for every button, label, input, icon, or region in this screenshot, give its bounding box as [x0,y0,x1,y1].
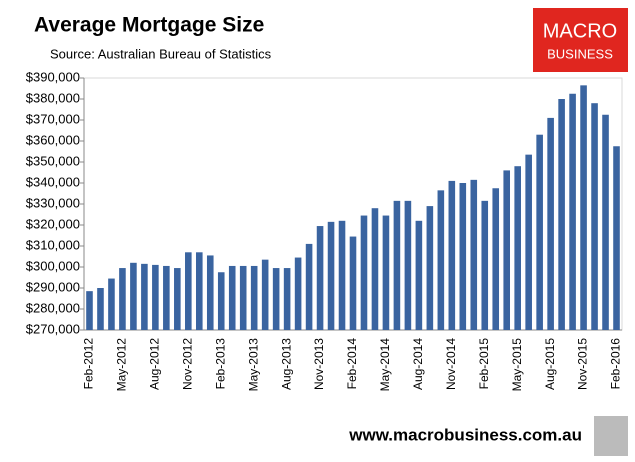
y-tick-label: $370,000 [26,111,80,126]
wolf-icon [594,416,628,456]
logo-box [533,8,628,72]
x-tick-label: Aug-2012 [148,338,162,390]
x-tick-label: May-2015 [510,338,524,392]
x-tick-label: Feb-2012 [82,338,96,390]
bar [97,288,104,330]
x-tick-label: Nov-2012 [180,338,194,390]
y-tick-label: $320,000 [26,216,80,231]
bar [305,243,313,330]
y-tick-label: $390,000 [26,69,80,84]
y-tick-label: $380,000 [26,90,80,105]
bar [174,268,181,330]
bar [163,265,170,330]
bar [206,255,214,330]
bar [558,99,565,330]
bar [185,252,192,330]
y-tick-label: $350,000 [26,153,80,168]
bar [250,265,258,330]
bar [349,236,357,330]
logo-line2: BUSINESS [547,46,613,61]
x-tick-label: Nov-2014 [444,338,458,390]
bar [141,263,148,330]
x-tick-label: Aug-2013 [279,338,293,390]
bar [228,265,236,330]
x-tick-label: Aug-2014 [411,338,425,390]
bar [525,154,532,330]
bar [426,206,434,330]
bar [261,259,269,330]
x-tick-label: Nov-2013 [312,338,326,390]
logo-line1: MACRO [543,20,617,42]
y-tick-label: $330,000 [26,195,80,210]
bar [371,208,379,330]
bar [119,268,126,330]
footer: www.macrobusiness.com.au [348,425,582,444]
bar [602,114,609,330]
y-tick-label: $310,000 [26,237,80,252]
y-tick-label: $270,000 [26,321,80,336]
bar [108,278,115,330]
bar [294,257,302,330]
x-tick-label: May-2012 [115,338,129,392]
x-tick-label: Feb-2014 [345,338,359,390]
x-tick-label: Nov-2015 [576,338,590,390]
bar [547,117,554,331]
bar [536,134,543,330]
y-tick-label: $280,000 [26,300,80,315]
bar [272,268,280,330]
y-tick-label: $300,000 [26,258,80,273]
bar [481,200,489,330]
chart-subtitle: Source: Australian Bureau of Statistics [50,46,272,61]
bar [448,180,456,330]
bar [415,220,423,330]
bar [316,226,324,330]
bar [591,103,598,330]
bar [393,200,401,330]
bar [514,166,521,330]
y-tick-label: $340,000 [26,174,80,189]
bar [283,268,291,330]
x-tick-label: Feb-2016 [609,338,623,390]
bar [217,272,225,330]
bar [239,265,247,330]
bar [86,291,93,330]
y-tick-label: $290,000 [26,279,80,294]
bar [437,190,445,330]
bar [492,188,500,330]
bar [130,262,137,330]
bar [195,252,203,330]
bar [580,85,587,330]
bar [613,146,620,330]
x-tick-label: May-2014 [378,338,392,392]
x-tick-label: Feb-2013 [213,338,227,390]
bar [404,200,412,330]
x-tick-label: Feb-2015 [477,338,491,390]
x-tick-label: May-2013 [246,338,260,392]
x-tick-label: Aug-2015 [543,338,557,390]
bar [327,221,335,330]
y-tick-label: $360,000 [26,132,80,147]
bar [382,215,390,330]
bar [338,220,346,330]
bar [459,183,467,330]
bar [470,179,478,330]
bar [152,264,159,330]
chart-title: Average Mortgage Size [34,14,264,37]
bar [569,93,576,330]
bar [360,215,368,330]
bar [503,170,511,330]
